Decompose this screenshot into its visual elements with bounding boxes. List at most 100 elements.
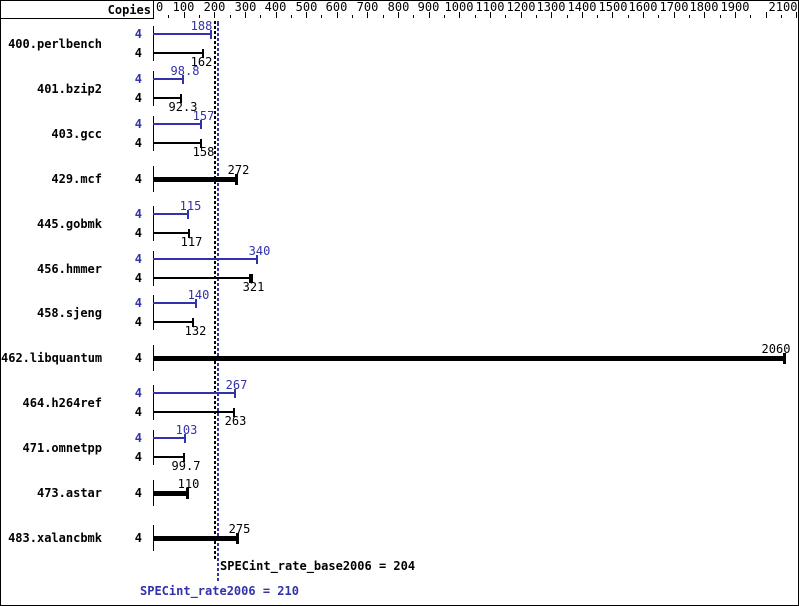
bar-value-base: 158 — [192, 145, 215, 159]
copies-value-peak: 4 — [134, 252, 142, 266]
bar-value-base: 117 — [180, 235, 203, 249]
group-axis-segment — [153, 206, 154, 241]
axis-major-tick — [521, 12, 522, 18]
benchmark-label: 400.perlbench — [8, 37, 102, 51]
axis-tick-label: 800 — [387, 0, 410, 14]
copies-value-base: 4 — [134, 315, 142, 329]
axis-tick-label: 300 — [234, 0, 257, 14]
base-reference-line — [214, 21, 216, 560]
bar-base-end-tick — [186, 488, 189, 499]
group-axis-segment — [153, 26, 154, 61]
copies-value-base: 4 — [134, 46, 142, 60]
axis-tick-label: 900 — [417, 0, 440, 14]
axis-major-tick — [490, 12, 491, 18]
bar-value-base: 132 — [184, 324, 207, 338]
axis-tick-label: 1300 — [536, 0, 566, 14]
bar-base — [153, 536, 237, 541]
axis-major-tick — [367, 12, 368, 18]
axis-tick-label: 1600 — [628, 0, 658, 14]
bar-base — [153, 491, 187, 496]
axis-minor-tick — [199, 15, 200, 18]
axis-tick-label: 1900 — [720, 0, 750, 14]
benchmark-label: 464.h264ref — [22, 396, 102, 410]
axis-major-tick — [245, 12, 246, 18]
bar-peak — [153, 437, 185, 439]
axis-major-tick — [337, 12, 338, 18]
bar-value-base: 263 — [224, 414, 247, 428]
axis-major-tick — [735, 12, 736, 18]
group-axis-segment — [153, 430, 154, 465]
axis-major-tick — [796, 12, 797, 18]
axis-minor-tick — [413, 15, 414, 18]
copies-value-base: 4 — [134, 136, 142, 150]
bar-base-end-tick — [180, 94, 182, 103]
axis-tick-label: 2100 — [768, 0, 798, 14]
bar-value-base: 99.7 — [171, 459, 201, 473]
bar-value-peak: 340 — [248, 244, 271, 258]
benchmark-label: 462.libquantum — [1, 351, 103, 365]
copies-value-base: 4 — [134, 172, 142, 186]
group-axis-segment — [153, 385, 154, 420]
bar-base-end-tick — [192, 318, 194, 327]
copies-value-base: 4 — [134, 531, 142, 545]
axis-tick-label: 700 — [356, 0, 379, 14]
group-axis-segment — [153, 295, 154, 330]
bar-peak-end-tick — [234, 389, 236, 398]
bar-base-end-tick — [200, 139, 202, 148]
copies-value-peak: 4 — [134, 117, 142, 131]
base-rate-summary-label: SPECint_rate_base2006 = 204 — [220, 559, 416, 573]
bar-base — [153, 321, 193, 323]
bar-value-peak: 103 — [175, 423, 198, 437]
axis-major-tick — [306, 12, 307, 18]
axis-minor-tick — [260, 15, 261, 18]
bar-value-base: 110 — [177, 477, 200, 491]
axis-major-tick — [643, 12, 644, 18]
bar-base — [153, 52, 203, 54]
benchmark-label: 403.gcc — [51, 127, 102, 141]
copies-value-base: 4 — [134, 486, 142, 500]
peak-rate-summary-label: SPECint_rate2006 = 210 — [140, 584, 299, 598]
group-axis-segment — [153, 116, 154, 151]
copies-value-peak: 4 — [134, 72, 142, 86]
axis-minor-tick — [475, 15, 476, 18]
copies-value-peak: 4 — [134, 296, 142, 310]
bar-peak-end-tick — [184, 434, 186, 443]
copies-value-peak: 4 — [134, 386, 142, 400]
bar-base — [153, 177, 236, 182]
axis-major-tick — [184, 12, 185, 18]
bar-peak-end-tick — [195, 299, 197, 308]
bar-value-base: 275 — [228, 522, 251, 536]
peak-reference-line — [217, 21, 219, 583]
bar-value-peak: 115 — [179, 199, 202, 213]
axis-minor-tick — [567, 15, 568, 18]
bar-peak — [153, 123, 201, 125]
axis-major-tick — [704, 12, 705, 18]
bar-peak — [153, 392, 235, 394]
bar-value-base: 272 — [227, 163, 250, 177]
copies-value-base: 4 — [134, 450, 142, 464]
bar-base-end-tick — [202, 49, 204, 58]
axis-tick-label: 1000 — [444, 0, 474, 14]
axis-tick-label: 500 — [295, 0, 318, 14]
bar-base — [153, 411, 234, 413]
bar-peak — [153, 33, 211, 35]
axis-major-tick — [551, 12, 552, 18]
axis-tick-label: 100 — [172, 0, 195, 14]
copies-header: Copies — [107, 3, 151, 17]
group-axis-segment — [153, 71, 154, 106]
axis-tick-label: 200 — [203, 0, 226, 14]
axis-minor-tick — [781, 15, 782, 18]
axis-major-tick — [276, 12, 277, 18]
axis-major-tick — [674, 12, 675, 18]
bar-base — [153, 277, 251, 279]
axis-minor-tick — [444, 15, 445, 18]
axis-major-tick — [766, 12, 767, 18]
bar-base-end-tick — [188, 229, 190, 238]
group-axis-segment — [153, 251, 154, 286]
axis-tick-label: 0 — [156, 0, 164, 14]
axis-minor-tick — [230, 15, 231, 18]
benchmark-label: 471.omnetpp — [22, 441, 102, 455]
bar-value-base: 2060 — [761, 342, 791, 356]
axis-major-tick — [459, 12, 460, 18]
bar-base — [153, 142, 201, 144]
